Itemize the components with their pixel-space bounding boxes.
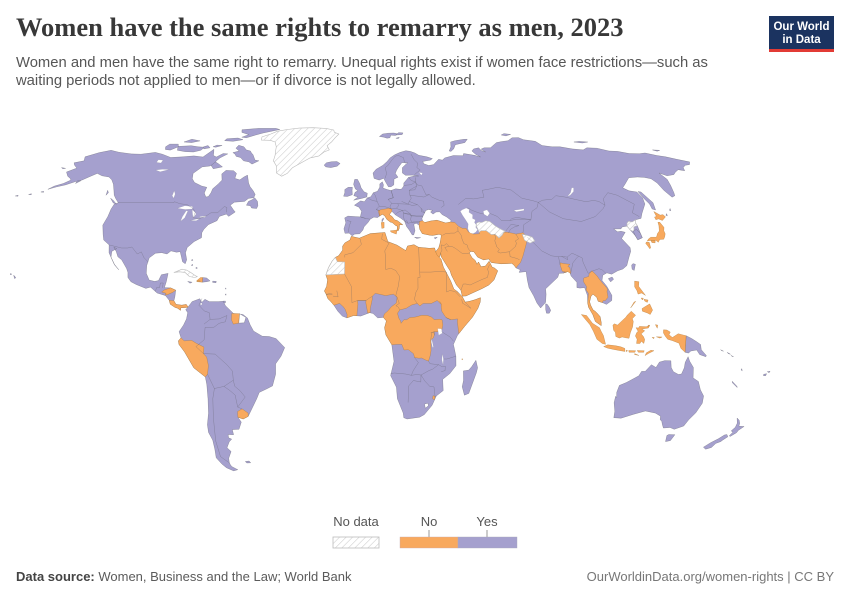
svg-text:Yes: Yes — [476, 514, 498, 529]
svg-text:No: No — [421, 514, 438, 529]
svg-text:No data: No data — [333, 514, 379, 529]
